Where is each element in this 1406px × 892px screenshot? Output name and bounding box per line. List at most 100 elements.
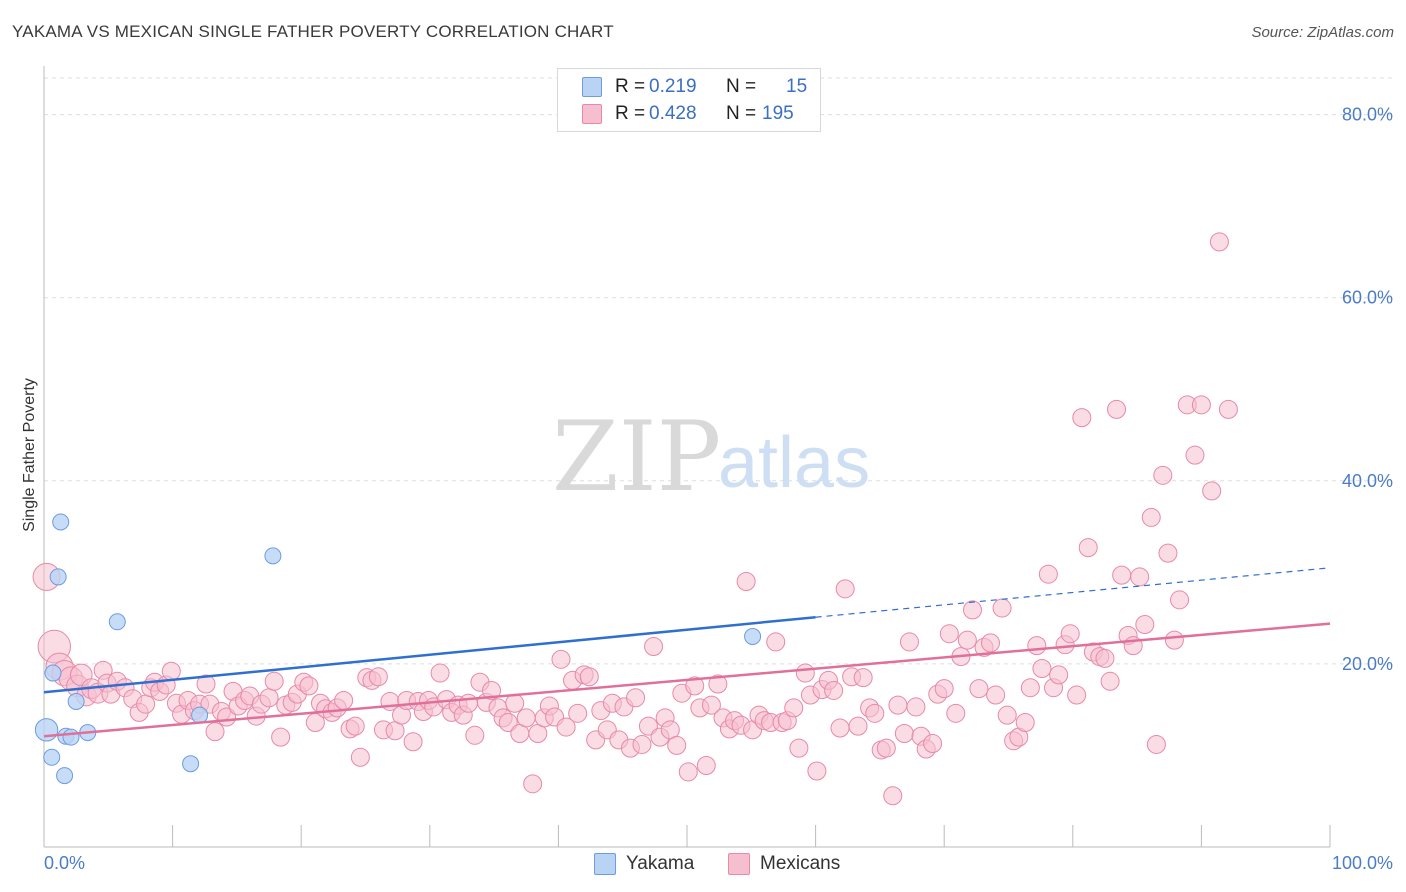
mexicans-point [795, 663, 815, 683]
y-tick-label: 40.0% [1342, 471, 1393, 491]
yakama-trend-projection [815, 567, 1331, 618]
mexicans-point [667, 735, 687, 755]
mexicans-point [1130, 567, 1150, 587]
mexicans-point [1135, 615, 1155, 635]
mexicans-point [1218, 399, 1238, 419]
mexicans-point [957, 630, 977, 650]
mexicans-point [1020, 678, 1040, 698]
mexicans-point [334, 691, 354, 711]
mexicans-point [701, 695, 721, 715]
mexicans-points [32, 232, 1238, 806]
mexicans-point [685, 676, 705, 696]
mexicans-point [1164, 630, 1184, 650]
mexicans-point [848, 716, 868, 736]
yakama-point [43, 748, 61, 766]
mexicans-point [766, 632, 786, 652]
mexicans-point [505, 693, 525, 713]
mexicans-point [638, 716, 658, 736]
yakama-point [108, 613, 126, 631]
yakama-legend-swatch [594, 853, 616, 875]
mexicans-point [1112, 565, 1132, 585]
mexicans-point [883, 786, 903, 806]
mexicans-point [161, 661, 181, 681]
yakama-point [744, 627, 762, 645]
mexicans-point [1170, 590, 1190, 610]
mexicans-point [807, 761, 827, 781]
source-label: Source: ZipAtlas.com [1251, 24, 1394, 41]
mexicans-point [1027, 636, 1047, 656]
mexicans-trend-line [43, 622, 1331, 738]
yakama-point [264, 547, 282, 565]
mexicans-point [969, 679, 989, 699]
mexicans-point [1032, 658, 1052, 678]
legend-item-yakama[interactable]: Yakama [594, 852, 694, 876]
yakama-point [52, 513, 70, 531]
mexicans-legend-swatch [728, 853, 750, 875]
watermark-atlas: atlas [718, 423, 870, 503]
mexicans-point [350, 747, 370, 767]
legend-item-mexicans[interactable]: Mexicans [728, 852, 840, 876]
yakama-point [67, 692, 85, 710]
mexicans-point [830, 718, 850, 738]
mexicans-point [579, 667, 599, 687]
chart-title: YAKAMA VS MEXICAN SINGLE FATHER POVERTY … [12, 22, 614, 41]
mexicans-point [708, 674, 728, 694]
r-value: 0.219 [649, 76, 697, 97]
mexicans-point [458, 693, 478, 713]
x-tick-label: 0.0% [44, 853, 85, 873]
n-value: 15 [786, 76, 808, 97]
mexicans-point [939, 624, 959, 644]
mexicans-point [632, 734, 652, 754]
mexicans-point [1072, 408, 1092, 428]
mexicans-point [1067, 685, 1087, 705]
legend-label: Mexicans [760, 853, 841, 874]
r-value: 0.428 [649, 103, 697, 124]
n-label: N = [726, 103, 757, 124]
mexicans-point [1015, 712, 1035, 732]
mexicans-point [299, 676, 319, 696]
mexicans-point [1107, 399, 1127, 419]
mexicans-point [1100, 671, 1120, 691]
mexicans-point [1141, 507, 1161, 527]
watermark: ZIP atlas [552, 401, 870, 513]
yakama-points [34, 513, 762, 785]
yakama-trend-line [43, 615, 816, 694]
mexicans-point [888, 695, 908, 715]
mexicans-point [523, 774, 543, 794]
mexicans-point [1095, 648, 1115, 668]
yakama-point [34, 718, 59, 742]
mexicans-point [736, 572, 756, 592]
n-value: 195 [762, 103, 794, 124]
r-label: R = [615, 76, 646, 97]
mexicans-point [516, 708, 536, 728]
mexicans-point [1191, 395, 1211, 415]
mexicans-point [259, 688, 279, 708]
tick-labels: 20.0% 40.0% 60.0% 80.0% 0.0% 100.0% [44, 105, 1393, 873]
y-tick-label: 80.0% [1342, 105, 1393, 125]
yakama-swatch [582, 77, 602, 97]
mexicans-point [644, 637, 664, 657]
n-label: N = [726, 76, 757, 97]
mexicans-point [784, 698, 804, 718]
mexicans-point [551, 649, 571, 669]
mexicans-point [696, 756, 716, 776]
mexicans-point [196, 674, 216, 694]
y-tick-label: 20.0% [1342, 654, 1393, 674]
y-axis-title: Single Father Poverty [21, 378, 38, 532]
mexicans-point [980, 633, 1000, 653]
mexicans-point [853, 668, 873, 688]
yakama-point [49, 568, 67, 586]
stats-legend-box: R = 0.219 N = 15 R = 0.428 N = 195 [557, 68, 821, 132]
mexicans-point [1202, 481, 1222, 501]
mexicans-point [1153, 465, 1173, 485]
mexicans-point [923, 734, 943, 754]
mexicans-point [1049, 665, 1069, 685]
x-tick-label: 100.0% [1332, 853, 1393, 873]
mexicans-point [865, 703, 885, 723]
mexicans-point [205, 722, 225, 742]
mexicans-point [906, 697, 926, 717]
mexicans-point [876, 738, 896, 758]
legend-label: Yakama [626, 853, 695, 874]
mexicans-point [498, 712, 518, 732]
